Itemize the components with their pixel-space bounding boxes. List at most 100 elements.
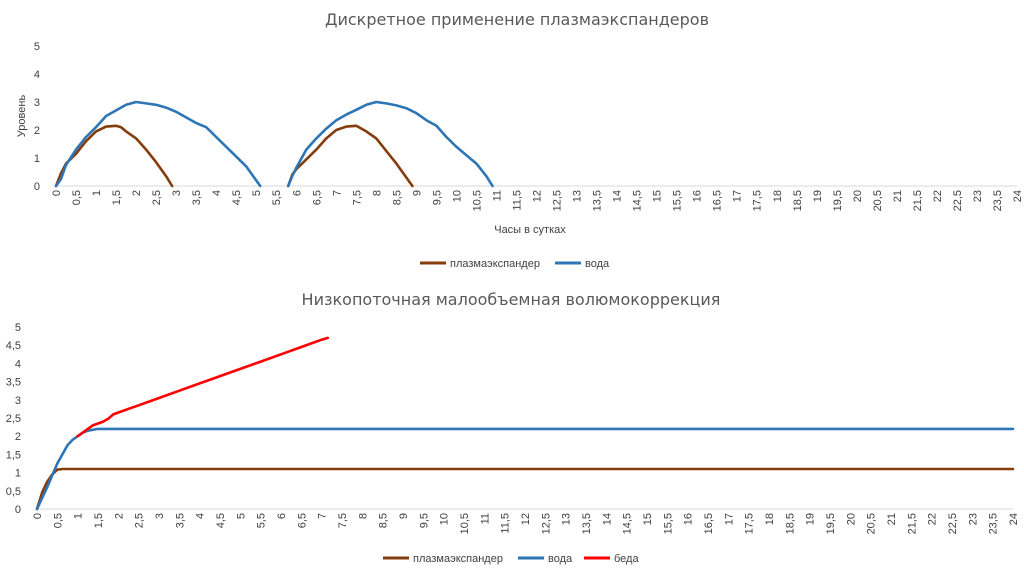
chart2-x-ticks: 0 0,5 1 1,5 2 2,5 3 3,5 4 4,5 5 5,5 6 6,5 7 7,5 8 8,5 9 9,5… — [32, 513, 1020, 534]
chart2-series-0-line-0 — [35, 467, 1015, 511]
chart2-x-tick-label: 9,5 — [418, 513, 430, 528]
chart2-series-1-line-0 — [35, 427, 1015, 511]
chart2-y-tick-label: 0 — [15, 504, 21, 516]
chart2-x-tick-label: 14 — [601, 513, 613, 525]
chart1-x-tick-label: 24 — [1012, 190, 1024, 202]
chart2-y-tick-label: 4,5 — [6, 340, 21, 352]
chart1-x-tick-label: 13,5 — [592, 190, 604, 211]
chart1-legend: плазмаэкспандер вода — [420, 258, 610, 270]
chart2-title: Низкопоточная малообъемная волюмокоррекц… — [302, 290, 721, 309]
chart1-y-tick-label: 2 — [34, 125, 40, 137]
chart2-x-tick-label: 9 — [398, 513, 410, 519]
chart1-x-tick-label: 18,5 — [792, 190, 804, 211]
chart1-x-tick-label: 4 — [211, 190, 223, 196]
chart2-x-tick-label: 23,5 — [988, 513, 1000, 534]
chart1-x-tick-label: 9,5 — [431, 190, 443, 205]
chart2-x-tick-label: 24 — [1008, 513, 1020, 525]
chart2-x-tick-label: 14,5 — [622, 513, 634, 534]
chart1-x-tick-label: 23,5 — [992, 190, 1004, 211]
chart1-y-tick-label: 1 — [34, 153, 40, 165]
chart2-x-tick-label: 17,5 — [744, 513, 756, 534]
chart1-x-tick-label: 5,5 — [271, 190, 283, 205]
chart2-x-tick-label: 11,5 — [500, 513, 512, 534]
chart1-x-tick-label: 2 — [131, 190, 143, 196]
chart1-x-tick-label: 7,5 — [351, 190, 363, 205]
chart1-x-tick-label: 18 — [772, 190, 784, 202]
chart1-x-ticks: 0 0,5 1 1,5 2 2,5 3 3,5 4 4,5 5 5,5 6 6,5 7 7,5 8 8,5 9 9,5… — [51, 190, 1024, 211]
chart1-series-0-line-1 — [286, 124, 414, 188]
chart2-x-tick-label: 18 — [764, 513, 776, 525]
chart2-x-tick-label: 15,5 — [662, 513, 674, 534]
chart1-x-tick-label: 7 — [331, 190, 343, 196]
chart1-x-tick-label: 20,5 — [872, 190, 884, 211]
chart1-title: Дискретное применение плазмаэкспандеров — [325, 10, 709, 29]
chart1-series — [54, 100, 494, 188]
chart2-x-tick-label: 20 — [845, 513, 857, 525]
chart1-x-tick-label: 14 — [612, 190, 624, 202]
chart1-x-tick-label: 1 — [91, 190, 103, 196]
chart2-legend: плазмаэкспандер вода беда — [383, 553, 639, 565]
chart2-y-ticks: 0 0,5 1 1,5 2 2,5 3 3,5 4 4,5 5 — [6, 322, 21, 516]
chart2-x-tick-label: 1,5 — [93, 513, 105, 528]
chart1-x-tick-label: 6,5 — [311, 190, 323, 205]
chart1-x-axis-label: Часы в сутках — [494, 224, 566, 236]
chart2-x-tick-label: 18,5 — [784, 513, 796, 534]
chart2-y-tick-label: 5 — [15, 322, 21, 334]
chart1-x-tick-label: 5 — [251, 190, 263, 196]
chart2-legend-label-trouble: беда — [614, 553, 639, 565]
chart1-x-tick-label: 0,5 — [71, 190, 83, 205]
chart1-y-ticks: 0 1 2 3 4 5 — [34, 41, 40, 193]
chart2-legend-label-water: вода — [548, 553, 573, 565]
chart1-legend-label-plasma: плазмаэкспандер — [450, 258, 540, 270]
chart2-x-tick-label: 1 — [73, 513, 85, 519]
chart-discrete: Дискретное применение плазмаэкспандеров … — [16, 10, 1024, 270]
chart2-x-tick-label: 21 — [886, 513, 898, 525]
chart2-legend-label-plasma: плазмаэкспандер — [413, 553, 503, 565]
chart2-x-tick-label: 7,5 — [337, 513, 349, 528]
chart1-x-tick-label: 10,5 — [471, 190, 483, 211]
chart1-x-tick-label: 6 — [291, 190, 303, 196]
chart2-x-tick-label: 4 — [195, 513, 207, 519]
chart2-x-tick-label: 6,5 — [296, 513, 308, 528]
chart2-x-tick-label: 16 — [683, 513, 695, 525]
chart1-x-tick-label: 3,5 — [191, 190, 203, 205]
chart1-x-tick-label: 21 — [892, 190, 904, 202]
chart1-x-tick-label: 21,5 — [912, 190, 924, 211]
chart1-y-axis-label: Уровень — [16, 95, 28, 138]
chart1-x-tick-label: 14,5 — [632, 190, 644, 211]
chart1-x-tick-label: 22,5 — [952, 190, 964, 211]
chart2-x-tick-label: 7 — [317, 513, 329, 519]
chart2-x-tick-label: 22,5 — [947, 513, 959, 534]
chart1-y-tick-label: 0 — [34, 181, 40, 193]
chart1-x-tick-label: 10 — [451, 190, 463, 202]
chart1-x-tick-label: 8 — [371, 190, 383, 196]
chart2-y-tick-label: 3,5 — [6, 377, 21, 389]
chart2-y-tick-label: 1,5 — [6, 449, 21, 461]
chart2-x-tick-label: 2 — [113, 513, 125, 519]
chart2-x-tick-label: 16,5 — [703, 513, 715, 534]
chart1-x-tick-label: 15,5 — [672, 190, 684, 211]
chart2-x-tick-label: 5,5 — [256, 513, 268, 528]
chart1-x-tick-label: 17 — [732, 190, 744, 202]
chart2-x-tick-label: 10,5 — [459, 513, 471, 534]
chart2-x-tick-label: 22 — [927, 513, 939, 525]
chart2-x-tick-label: 21,5 — [906, 513, 918, 534]
chart1-y-tick-label: 4 — [34, 69, 40, 81]
chart1-x-tick-label: 23 — [972, 190, 984, 202]
chart1-x-tick-label: 22 — [932, 190, 944, 202]
chart1-x-tick-label: 17,5 — [752, 190, 764, 211]
chart2-y-tick-label: 0,5 — [6, 486, 21, 498]
chart1-x-tick-label: 11 — [491, 190, 503, 201]
chart1-x-tick-label: 1,5 — [111, 190, 123, 205]
chart1-x-tick-label: 12,5 — [552, 190, 564, 211]
chart1-x-tick-label: 4,5 — [231, 190, 243, 205]
chart2-x-tick-label: 17 — [723, 513, 735, 525]
chart2-x-tick-label: 6 — [276, 513, 288, 519]
chart1-x-tick-label: 12 — [532, 190, 544, 202]
chart1-x-tick-label: 16,5 — [712, 190, 724, 211]
chart1-x-tick-label: 19,5 — [832, 190, 844, 211]
chart2-x-tick-label: 15 — [642, 513, 654, 525]
chart-lowflow: Низкопоточная малообъемная волюмокоррекц… — [6, 290, 1020, 565]
chart1-x-tick-label: 20 — [852, 190, 864, 202]
chart2-x-tick-label: 11 — [479, 513, 491, 524]
